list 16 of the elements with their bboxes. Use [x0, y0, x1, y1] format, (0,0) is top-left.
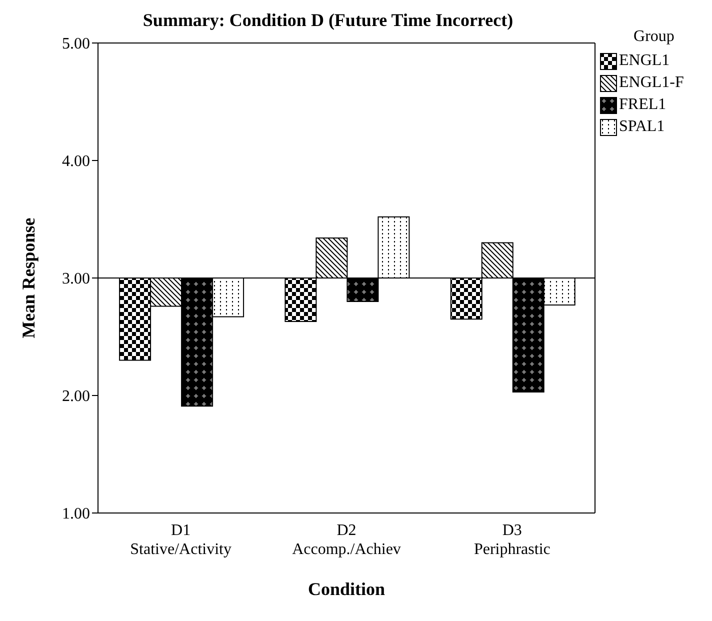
chart-title: Summary: Condition D (Future Time Incorrect): [142, 10, 514, 30]
legend-title: Group: [632, 28, 676, 46]
y-tick-label: 2.00: [62, 388, 90, 406]
legend-label: FREL1: [619, 96, 666, 114]
y-tick-label: 4.00: [62, 153, 90, 170]
y-tick-label: 3.00: [62, 270, 90, 288]
legend-label: SPAL1: [619, 118, 665, 136]
y-tick-label: 1.00: [62, 506, 90, 523]
x-tick-label: D2 Accomp./Achiev: [292, 522, 401, 558]
legend-label: ENGL1-F: [619, 74, 684, 92]
y-tick-label: 5.00: [62, 36, 90, 53]
x-tick-label: D3 Periphrastic: [474, 522, 550, 558]
y-axis-title: Mean Response: [18, 218, 38, 338]
legend-label: ENGL1: [619, 52, 670, 70]
x-tick-label: D1 Stative/Activity: [130, 522, 232, 558]
x-axis-title: Condition: [308, 579, 386, 599]
